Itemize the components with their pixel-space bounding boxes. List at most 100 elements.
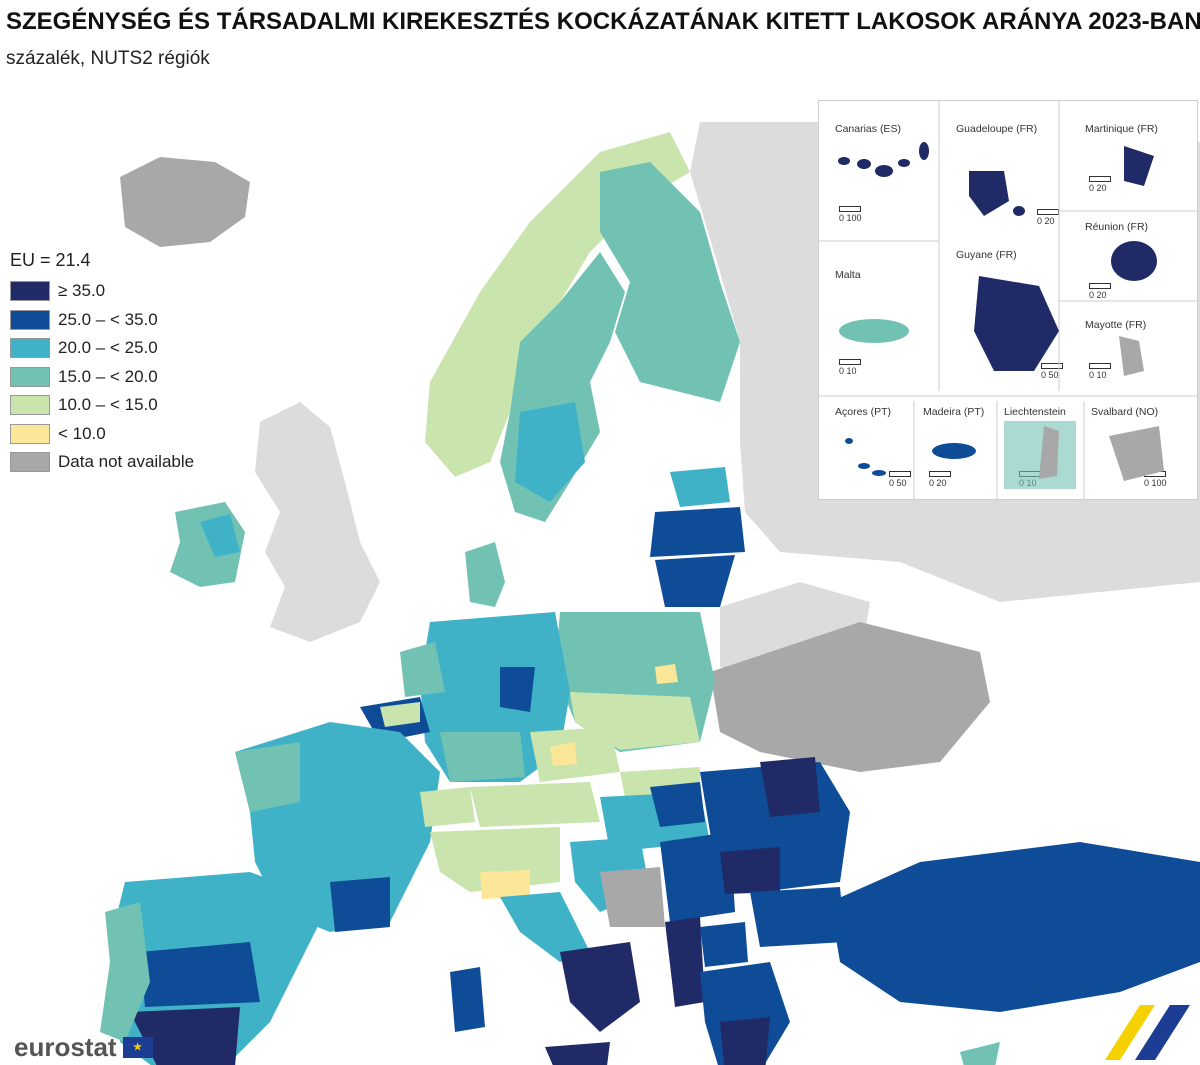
inset-scale-bar: 0 50 <box>889 471 911 488</box>
region-sweden-mid <box>515 402 585 502</box>
logo-text: eurostat <box>14 1032 117 1062</box>
legend-item: < 10.0 <box>10 420 194 449</box>
region-czechia-prague <box>550 742 577 766</box>
region-romania-south <box>720 847 780 894</box>
legend-swatch <box>10 395 50 416</box>
inset-martinique-shape <box>1124 146 1154 186</box>
inset-madeira-shape <box>932 443 976 459</box>
inset-label: Mayotte (FR) <box>1085 319 1147 331</box>
region-belgium-flanders <box>380 702 420 727</box>
inset-acores-shapes <box>845 438 886 476</box>
inset-scale-label: 0 50 <box>1041 370 1059 380</box>
region-italy-center <box>500 892 590 962</box>
inset-scale-label: 0 100 <box>839 213 862 223</box>
legend-label: 20.0 – < 25.0 <box>58 338 158 358</box>
map-subtitle: százalék, NUTS2 régiók <box>6 48 210 69</box>
inset-scale-label: 0 20 <box>1089 183 1107 193</box>
inset-label: Svalbard (NO) <box>1091 406 1159 418</box>
inset-label: Canarias (ES) <box>835 123 901 135</box>
region-spain-center <box>140 942 260 1007</box>
region-turkey <box>830 842 1200 1012</box>
legend-item: Data not available <box>10 448 194 477</box>
region-austria <box>470 782 600 827</box>
legend: EU = 21.4 ≥ 35.0 25.0 – < 35.0 20.0 – < 25… <box>10 250 194 477</box>
region-denmark <box>465 542 505 607</box>
inset-reunion-shape <box>1111 241 1157 281</box>
legend-item: ≥ 35.0 <box>10 277 194 306</box>
inset-liechtenstein-shape <box>1039 426 1059 479</box>
inset-label: Malta <box>835 269 861 281</box>
region-north-macedonia <box>700 922 748 967</box>
region-lithuania <box>655 555 735 607</box>
region-latvia <box>650 507 745 557</box>
legend-label: ≥ 35.0 <box>58 281 106 301</box>
region-ukraine <box>710 622 990 772</box>
region-finland <box>600 162 740 402</box>
eu-flag-icon: ★ <box>122 1037 153 1058</box>
inset-label: Guadeloupe (FR) <box>956 123 1038 135</box>
region-spain-south <box>130 1007 240 1065</box>
inset-scale-label: 0 20 <box>1037 216 1055 226</box>
region-great-britain <box>255 402 380 642</box>
region-germany-south <box>440 732 525 782</box>
inset-scale-label: 0 10 <box>1089 370 1107 380</box>
legend-label: 15.0 – < 20.0 <box>58 366 158 386</box>
inset-scale-bar: 0 20 <box>929 471 951 488</box>
inset-scale-label: 0 100 <box>1144 478 1167 488</box>
legend-label: 25.0 – < 35.0 <box>58 309 158 329</box>
region-portugal <box>100 902 150 1042</box>
inset-scale-bar: 0 100 <box>839 206 862 223</box>
region-bulgaria <box>750 887 845 947</box>
region-hungary-east <box>650 782 705 827</box>
inset-label: Martinique (FR) <box>1085 123 1158 135</box>
inset-guadeloupe-shape <box>969 171 1009 216</box>
region-bosnia <box>600 867 665 927</box>
legend-item: 20.0 – < 25.0 <box>10 334 194 363</box>
inset-canarias-shapes <box>838 142 929 177</box>
legend-swatch <box>10 338 50 359</box>
legend-item: 15.0 – < 20.0 <box>10 363 194 392</box>
inset-scale-bar: 0 10 <box>1089 363 1111 380</box>
region-romania-ne <box>760 757 820 817</box>
region-sicily <box>545 1042 610 1065</box>
region-poland-warsaw <box>655 664 678 684</box>
legend-swatch <box>10 366 50 387</box>
legend-label: Data not available <box>58 452 195 472</box>
inset-scale-bar: 0 20 <box>1089 176 1111 193</box>
inset-malta-shape <box>839 319 909 343</box>
region-switzerland <box>420 787 475 827</box>
eurostat-logo: eurostat ★ <box>14 1032 153 1063</box>
inset-scale-bar: 0 50 <box>1041 363 1063 380</box>
legend-label: 10.0 – < 15.0 <box>58 395 158 415</box>
legend-swatch <box>10 309 50 330</box>
region-iceland <box>120 157 250 247</box>
region-ireland-east <box>200 514 240 557</box>
region-france-south <box>330 877 390 932</box>
inset-label: Madeira (PT) <box>923 406 985 418</box>
legend-swatch <box>10 452 50 473</box>
region-italy-emilia <box>480 870 530 899</box>
map-title: SZEGÉNYSÉG ÉS TÁRSADALMI KIREKESZTÉS KOC… <box>6 8 1200 35</box>
inset-svalbard-shape <box>1109 426 1164 481</box>
inset-scale-bar: 0 20 <box>1089 283 1111 300</box>
region-italy-south <box>560 942 640 1032</box>
region-montenegro-albania <box>665 917 705 1007</box>
inset-scale-label: 0 10 <box>839 366 857 376</box>
legend-label: < 10.0 <box>58 423 106 443</box>
region-greece-south <box>720 1017 770 1065</box>
inset-label: Réunion (FR) <box>1085 221 1149 233</box>
region-cyprus <box>960 1042 1000 1065</box>
legend-swatch <box>10 281 50 302</box>
region-sardinia <box>450 967 485 1032</box>
inset-panel: Canarias (ES) 0 100 Guadeloupe (FR) 0 20 Mar… <box>818 100 1198 500</box>
region-estonia <box>670 467 730 507</box>
legend-swatch <box>10 423 50 444</box>
legend-item: 10.0 – < 15.0 <box>10 391 194 420</box>
corner-ribbon-icon <box>1105 1005 1190 1060</box>
legend-item: 25.0 – < 35.0 <box>10 306 194 335</box>
inset-label: Guyane (FR) <box>956 249 1017 261</box>
inset-scale-label: 0 20 <box>1089 290 1107 300</box>
inset-shapes <box>819 101 1197 499</box>
inset-mayotte-shape <box>1119 336 1144 376</box>
inset-scale-label: 0 20 <box>929 478 947 488</box>
